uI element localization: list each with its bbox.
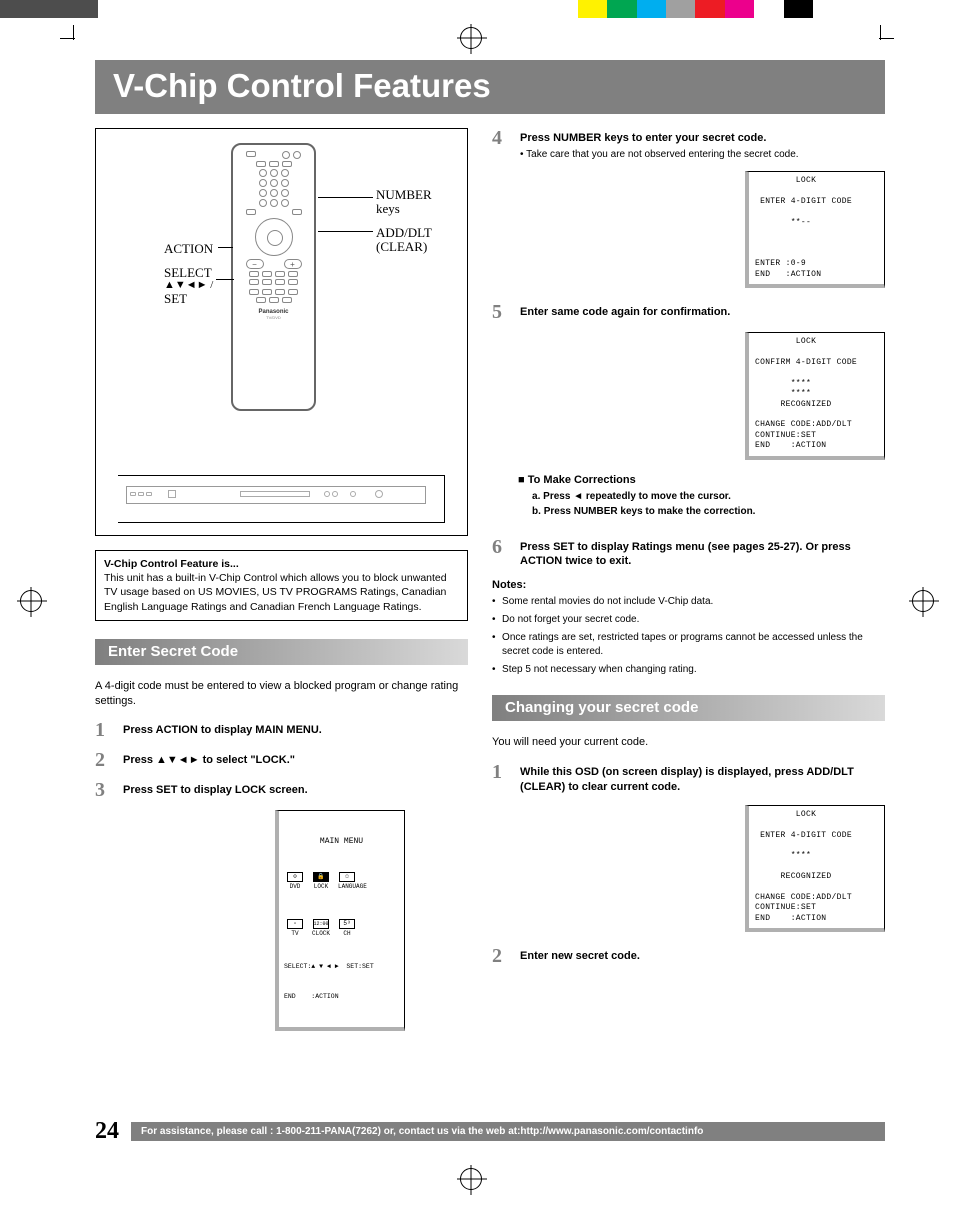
step4-text: Press NUMBER keys to enter your secret c… [520, 132, 766, 144]
colorbar-swatch [490, 0, 578, 18]
change-step2-text: Enter new secret code. [520, 950, 640, 962]
step3-text: Press SET to display LOCK screen. [123, 784, 308, 796]
correction-a: a. Press ◄ repeatedly to move the cursor… [532, 491, 731, 502]
page-title: V-Chip Control Features [95, 60, 885, 114]
label-arrows: ▲▼◄► / [164, 279, 213, 291]
notes-heading: Notes: [492, 579, 885, 591]
colorbar-swatch [784, 0, 813, 18]
step-2: 2 Press ▲▼◄► to select "LOCK." [95, 750, 468, 770]
step-number: 1 [95, 720, 113, 740]
note-item: Step 5 not necessary when changing ratin… [492, 663, 885, 677]
change-step-1: 1 While this OSD (on screen display) is … [492, 762, 885, 795]
print-color-bar [0, 0, 954, 18]
vchip-info-box: V-Chip Control Feature is... This unit h… [95, 550, 468, 621]
step2-text: Press ▲▼◄► to select "LOCK." [123, 754, 295, 766]
info-body: This unit has a built-in V-Chip Control … [104, 572, 447, 612]
leader-line [218, 247, 233, 248]
left-column: −+ Panasonic TV/DVD ACTION SELECT ▲▼◄► /… [95, 128, 468, 1031]
colorbar-swatch [666, 0, 695, 18]
step-number: 6 [492, 537, 510, 570]
colorbar-swatch [0, 0, 49, 18]
section1-intro: A 4-digit code must be entered to view a… [95, 679, 468, 709]
notes-list: Some rental movies do not include V-Chip… [492, 595, 885, 677]
step-number: 3 [95, 780, 113, 800]
step6-text: Press SET to display Ratings menu (see p… [520, 541, 851, 568]
step1-text: Press ACTION to display MAIN MENU. [123, 724, 322, 736]
section-enter-secret: Enter Secret Code [95, 639, 468, 665]
osd-lock-enter: LOCK ENTER 4-DIGIT CODE **-- ENTER :0-9 … [745, 171, 885, 288]
colorbar-swatch [695, 0, 724, 18]
leader-line [216, 279, 234, 280]
correction-b: b. Press NUMBER keys to make the correct… [532, 506, 755, 517]
osd-change-code: LOCK ENTER 4-DIGIT CODE **** RECOGNIZED … [745, 805, 885, 932]
section-changing-code: Changing your secret code [492, 695, 885, 721]
step-number: 2 [492, 946, 510, 966]
label-set: SET [164, 291, 187, 307]
colorbar-swatch [813, 0, 842, 18]
change-step1-text: While this OSD (on screen display) is di… [520, 766, 854, 793]
note-item: Some rental movies do not include V-Chip… [492, 595, 885, 609]
leader-line [318, 197, 373, 198]
colorbar-swatch [637, 0, 666, 18]
step-6: 6 Press SET to display Ratings menu (see… [492, 537, 885, 570]
osd-footer1: SELECT:▲ ▼ ◄ ► SET:SET [284, 963, 399, 972]
step-number: 1 [492, 762, 510, 795]
colorbar-swatch [353, 0, 402, 18]
label-action: ACTION [164, 241, 213, 257]
colorbar-swatch [842, 0, 954, 18]
osd-lock-confirm: LOCK CONFIRM 4-DIGIT CODE **** **** RECO… [745, 332, 885, 459]
remote-diagram: −+ Panasonic TV/DVD ACTION SELECT ▲▼◄► /… [95, 128, 468, 536]
section2-intro: You will need your current code. [492, 735, 885, 750]
right-column: 4 Press NUMBER keys to enter your secret… [492, 128, 885, 1031]
step-number: 5 [492, 302, 510, 322]
step-3: 3 Press SET to display LOCK screen. [95, 780, 468, 800]
main-menu-osd: MAIN MENU ⊙DVD 🔒LOCK ☺LANGUAGE ▫TV 12:00… [275, 810, 405, 1031]
page-content: V-Chip Control Features −+ [95, 60, 885, 1145]
note-item: Once ratings are set, restricted tapes o… [492, 631, 885, 659]
step-number: 2 [95, 750, 113, 770]
colorbar-swatch [578, 0, 607, 18]
osd-title: MAIN MENU [284, 837, 399, 848]
label-clear: (CLEAR) [376, 239, 427, 255]
colorbar-swatch [754, 0, 783, 18]
corrections-heading: ■ To Make Corrections [518, 474, 885, 486]
remote-outline: −+ Panasonic TV/DVD [231, 143, 316, 411]
label-keys: keys [376, 201, 400, 217]
colorbar-swatch [441, 0, 490, 18]
step4-sub: • Take care that you are not observed en… [520, 148, 799, 162]
info-lead: V-Chip Control Feature is... [104, 558, 239, 570]
leader-line [318, 231, 373, 232]
page-number: 24 [95, 1118, 119, 1145]
remote-model: TV/DVD [233, 315, 314, 320]
page-footer: 24 For assistance, please call : 1-800-2… [95, 1118, 885, 1145]
step-4: 4 Press NUMBER keys to enter your secret… [492, 128, 885, 161]
vcr-panel [126, 486, 426, 504]
colorbar-swatch [49, 0, 98, 18]
step5-text: Enter same code again for confirmation. [520, 306, 730, 318]
colorbar-swatch [421, 0, 441, 18]
step-5: 5 Enter same code again for confirmation… [492, 302, 885, 322]
vcr-outline [118, 475, 445, 523]
osd-footer2: END :ACTION [284, 993, 399, 1002]
colorbar-swatch [402, 0, 422, 18]
step-1: 1 Press ACTION to display MAIN MENU. [95, 720, 468, 740]
colorbar-swatch [98, 0, 353, 18]
change-step-2: 2 Enter new secret code. [492, 946, 885, 966]
colorbar-swatch [607, 0, 636, 18]
colorbar-swatch [725, 0, 754, 18]
step-number: 4 [492, 128, 510, 161]
note-item: Do not forget your secret code. [492, 613, 885, 627]
footer-assistance: For assistance, please call : 1-800-211-… [131, 1122, 885, 1141]
